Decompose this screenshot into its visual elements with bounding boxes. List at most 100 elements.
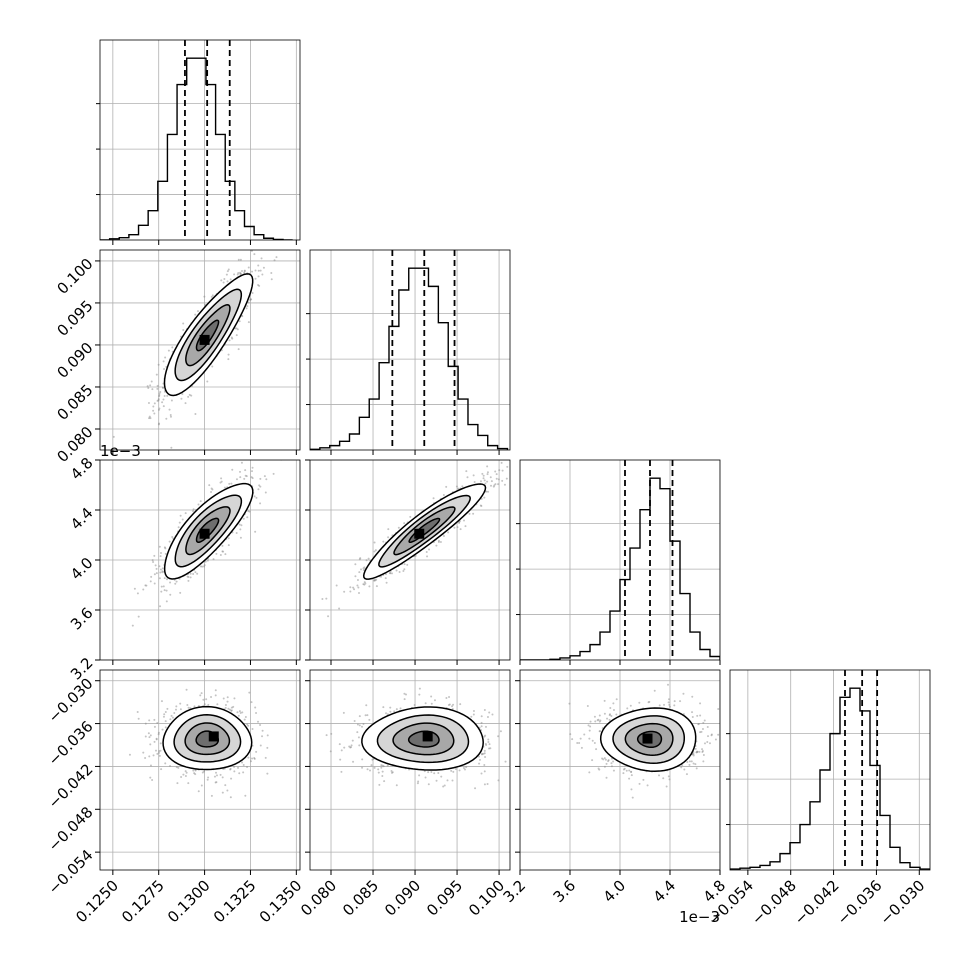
- scatter-point: [242, 517, 245, 520]
- scatter-point: [243, 477, 246, 480]
- scatter-point: [240, 461, 243, 464]
- scatter-point: [338, 607, 341, 610]
- scatter-point: [491, 713, 494, 716]
- scatter-point: [245, 307, 248, 310]
- scatter-point: [164, 726, 167, 729]
- contour-line: [173, 714, 242, 763]
- scatter-point: [495, 477, 498, 480]
- x-tick-label: 0.090: [381, 876, 424, 919]
- y-tick-label: 4.4: [67, 504, 97, 534]
- scatter-point: [481, 472, 484, 475]
- scatter-point: [349, 586, 352, 589]
- scatter-point: [155, 373, 158, 376]
- scatter-point: [367, 557, 370, 560]
- scatter-point: [169, 764, 172, 767]
- scatter-point: [450, 769, 453, 772]
- scatter-point: [202, 698, 205, 701]
- scatter-point: [499, 730, 502, 733]
- scatter-point: [253, 495, 256, 498]
- scatter-point: [178, 521, 181, 524]
- scatter-point: [668, 705, 671, 708]
- scatter-point: [160, 700, 163, 703]
- scatter-point: [227, 268, 230, 271]
- contour-line: [185, 304, 231, 367]
- scatter-point: [247, 321, 250, 324]
- scatter-point: [605, 762, 608, 765]
- scatter-point: [148, 719, 151, 722]
- contour-line: [195, 319, 220, 352]
- scatter-point: [251, 292, 254, 295]
- scatter-point: [154, 749, 157, 752]
- scatter-point: [486, 473, 489, 476]
- scatter-point: [494, 483, 497, 486]
- scatter-point: [226, 789, 229, 792]
- scatter-point: [497, 478, 500, 481]
- scatter-point: [164, 356, 167, 359]
- scatter-point: [155, 572, 158, 575]
- scatter-point: [229, 768, 232, 771]
- scatter-point: [597, 767, 600, 770]
- scatter-point: [406, 563, 409, 566]
- scatter-point: [171, 716, 174, 719]
- scatter-point: [501, 469, 504, 472]
- scatter-point: [424, 776, 427, 779]
- scatter-point: [149, 384, 152, 387]
- scatter-point: [238, 772, 241, 775]
- histogram-3: [730, 687, 930, 870]
- scatter-point: [452, 703, 455, 706]
- scatter-point: [260, 257, 263, 260]
- scatter-point: [158, 577, 161, 580]
- scatter-point: [682, 692, 685, 695]
- scatter-point: [219, 553, 222, 556]
- contour-line: [163, 273, 254, 397]
- scatter-point: [417, 780, 420, 783]
- scatter-point: [194, 769, 197, 772]
- panel-content: [520, 460, 720, 660]
- scatter-point: [425, 550, 428, 553]
- scatter-point: [350, 744, 353, 747]
- scatter-point: [666, 683, 669, 686]
- scatter-point: [598, 720, 601, 723]
- scatter-point: [215, 771, 218, 774]
- scatter-point: [477, 755, 480, 758]
- scatter-point: [128, 753, 131, 756]
- scatter-point: [472, 512, 475, 515]
- scatter-point: [148, 417, 151, 420]
- scatter-point: [150, 575, 153, 578]
- histogram-1: [310, 267, 509, 450]
- scatter-point: [270, 278, 273, 281]
- scatter-point: [455, 485, 458, 488]
- scatter-point: [159, 568, 162, 571]
- scatter-point: [236, 711, 239, 714]
- scatter-point: [162, 360, 165, 363]
- scatter-point: [215, 781, 218, 784]
- scatter-point: [250, 476, 253, 479]
- scatter-point: [152, 754, 155, 757]
- scatter-point: [327, 615, 330, 618]
- panel-content: [100, 40, 300, 240]
- scatter-point: [189, 707, 192, 710]
- x-tick-label: −0.048: [748, 876, 800, 928]
- scatter-point: [163, 713, 166, 716]
- panel-content: [310, 670, 510, 870]
- scatter-point: [222, 281, 225, 284]
- scatter-point: [243, 718, 246, 721]
- scatter-point: [156, 752, 159, 755]
- scatter-point: [690, 760, 693, 763]
- scatter-point: [443, 784, 446, 787]
- x-tick-label: 0.095: [423, 876, 466, 919]
- scatter-point: [261, 729, 264, 732]
- scatter-point: [255, 750, 258, 753]
- scatter-point: [159, 390, 162, 393]
- contour-line: [624, 722, 674, 757]
- scatter-point: [373, 541, 376, 544]
- contour-line: [599, 707, 697, 773]
- scatter-point: [374, 579, 377, 582]
- scatter-point: [272, 472, 275, 475]
- y-tick-label: 4.0: [67, 554, 97, 584]
- y-tick-label: −0.048: [45, 803, 97, 855]
- scatter-point: [230, 482, 233, 485]
- scatter-point: [631, 796, 634, 799]
- scatter-point: [714, 738, 717, 741]
- scatter-point: [480, 721, 483, 724]
